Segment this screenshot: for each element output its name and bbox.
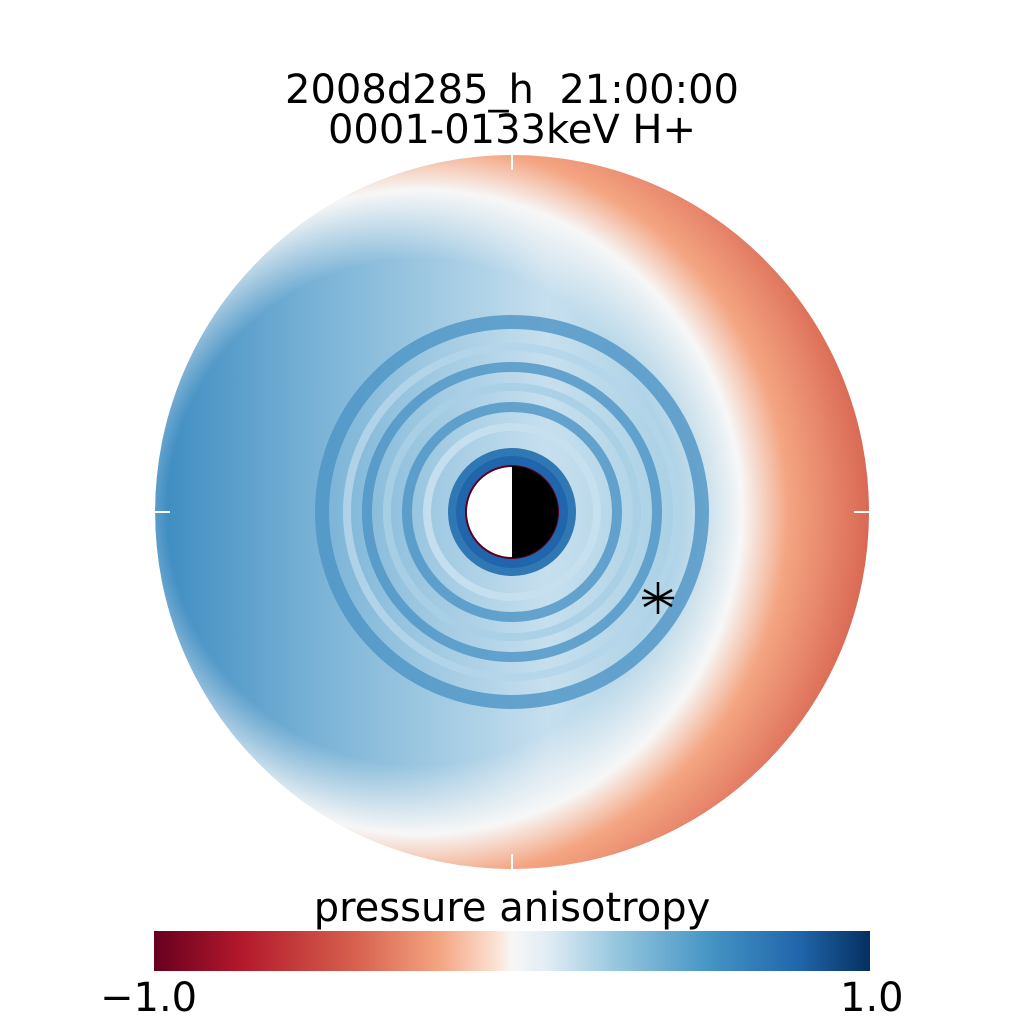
- colorbar: [154, 931, 870, 971]
- plot-title: 2008d285_h 21:00:00: [285, 67, 739, 113]
- colorbar-title: pressure anisotropy: [313, 885, 711, 931]
- pressure-field: [155, 155, 869, 869]
- plot-subtitle: 0001-0133keV H+: [327, 107, 697, 153]
- earth-icon: [465, 465, 559, 559]
- axis-ticks: [154, 154, 870, 870]
- colorbar-min-label: −1.0: [100, 975, 198, 1021]
- colorbar-max-label: 1.0: [840, 975, 904, 1021]
- asterisk-marker: [642, 582, 674, 614]
